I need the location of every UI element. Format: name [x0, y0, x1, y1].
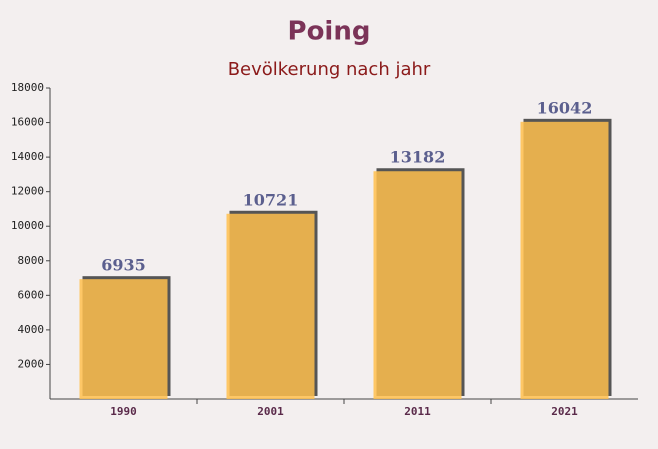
chart-title: Poing: [288, 17, 371, 47]
x-tick-label: 2011: [404, 405, 431, 418]
bar: [520, 121, 609, 399]
y-tick-label: 12000: [11, 185, 44, 198]
bar: [79, 279, 168, 399]
y-tick-label: 18000: [11, 81, 44, 94]
y-tick-label: 14000: [11, 150, 44, 163]
value-label: 6935: [101, 256, 146, 275]
bar: [226, 213, 315, 399]
y-tick-label: 16000: [11, 116, 44, 129]
y-tick-label: 10000: [11, 219, 44, 232]
value-label: 13182: [390, 148, 446, 167]
chart-subtitle: Bevölkerung nach jahr: [228, 59, 431, 80]
value-label: 10721: [243, 190, 299, 209]
bar: [373, 171, 462, 399]
x-tick-label: 1990: [110, 405, 137, 418]
x-tick-label: 2021: [551, 405, 578, 418]
y-tick-label: 8000: [18, 254, 45, 267]
y-tick-label: 2000: [18, 357, 45, 370]
y-tick-label: 4000: [18, 323, 45, 336]
x-tick-label: 2001: [257, 405, 284, 418]
value-label: 16042: [537, 98, 593, 117]
y-tick-label: 6000: [18, 288, 45, 301]
